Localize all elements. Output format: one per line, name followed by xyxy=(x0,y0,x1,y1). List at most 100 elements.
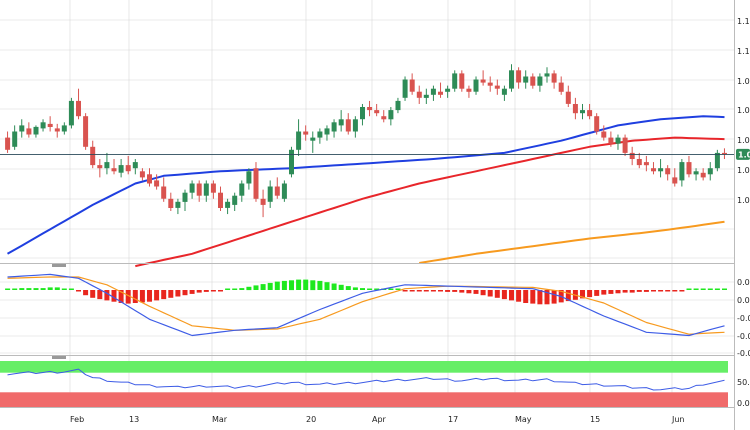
candle-body xyxy=(388,110,394,120)
candle xyxy=(473,76,479,95)
macd-hist-bar xyxy=(147,290,152,302)
macd-hist-bar xyxy=(19,288,25,290)
candle xyxy=(118,159,124,178)
candle-body xyxy=(643,162,649,166)
candle-body xyxy=(430,88,436,95)
macd-hist-bar xyxy=(537,290,543,305)
candle xyxy=(132,159,138,175)
price-tick-label: 1.1 xyxy=(737,17,750,26)
candle-body xyxy=(246,171,252,184)
candle-body xyxy=(83,116,89,147)
macd-hist-bar xyxy=(239,288,245,290)
candle-body xyxy=(324,128,330,135)
candle-body xyxy=(452,73,458,89)
candle-body xyxy=(19,125,25,132)
candle-body xyxy=(722,152,727,155)
candle xyxy=(714,149,720,172)
candle xyxy=(651,162,656,175)
candle-body xyxy=(501,88,507,95)
candle xyxy=(643,155,649,172)
candle xyxy=(139,168,145,181)
candle xyxy=(438,82,443,98)
macd-hist-bar xyxy=(161,290,167,300)
candle xyxy=(480,70,486,86)
candle xyxy=(154,174,160,190)
macd-hist-bar xyxy=(374,288,380,290)
candle-body xyxy=(516,70,522,83)
price-grid xyxy=(0,0,734,407)
macd-hist-bar xyxy=(530,290,536,304)
candle-body xyxy=(679,162,685,181)
candle xyxy=(225,198,231,215)
candle xyxy=(303,125,309,141)
macd-hist-bar xyxy=(665,290,671,292)
candle-body xyxy=(76,100,81,117)
macd-hist-bar xyxy=(700,288,706,290)
candle xyxy=(580,103,585,120)
macd-hist-bar xyxy=(203,290,209,292)
candle-body xyxy=(473,79,479,92)
candle xyxy=(509,64,514,92)
x-tick-label: May xyxy=(515,415,532,424)
candle xyxy=(19,119,25,138)
candle-body xyxy=(700,172,706,178)
macd-hist-bar xyxy=(551,290,557,304)
candle xyxy=(352,116,358,138)
macd-hist-bar xyxy=(68,288,74,290)
rsi-overbought-zone xyxy=(0,361,728,373)
candle-body xyxy=(5,137,11,150)
candle xyxy=(665,165,671,181)
macd-line xyxy=(7,273,725,337)
macd-hist-bar xyxy=(672,290,678,292)
macd-hist-bar xyxy=(196,290,202,293)
candle-body xyxy=(54,128,60,132)
candle-body xyxy=(139,171,145,178)
sma-long-line xyxy=(419,220,725,264)
macd-hist-bar xyxy=(565,290,571,302)
candle-body xyxy=(189,183,195,193)
candle xyxy=(338,110,344,132)
candle-body xyxy=(693,171,699,175)
candle xyxy=(416,85,422,104)
macd-hist-bar xyxy=(480,290,486,296)
macd-hist-bar xyxy=(317,280,323,290)
macd-hist-bar xyxy=(168,290,174,298)
candle-body xyxy=(665,168,671,175)
macd-hist-bar xyxy=(587,290,593,298)
macd-hist-bar xyxy=(97,290,103,300)
macd-resize-handle[interactable] xyxy=(52,264,66,267)
macd-hist-bar xyxy=(104,290,110,301)
price-tick-label: 1.0 xyxy=(737,77,750,86)
macd-hist-bar xyxy=(636,290,642,292)
candle xyxy=(551,70,557,89)
macd-hist-bar xyxy=(289,280,294,291)
macd-hist-bar xyxy=(651,290,656,292)
candle xyxy=(26,122,32,138)
candle xyxy=(686,155,692,178)
macd-hist-bar xyxy=(76,290,81,292)
candle xyxy=(33,125,39,138)
rsi-resize-handle[interactable] xyxy=(52,356,66,359)
candle xyxy=(523,70,529,89)
candle xyxy=(12,125,18,150)
macd-hist-bar xyxy=(154,290,160,301)
candle xyxy=(61,122,67,135)
candle-body xyxy=(686,162,692,175)
macd-hist-bar xyxy=(210,290,216,292)
candle xyxy=(104,152,110,175)
candle-body xyxy=(225,201,231,208)
x-tick-label: 17 xyxy=(448,415,458,424)
candle xyxy=(622,134,628,156)
candle xyxy=(658,159,664,178)
candle xyxy=(182,189,188,212)
candle xyxy=(289,146,294,178)
candle-body xyxy=(175,201,181,208)
candle-body xyxy=(296,131,302,150)
sma-short-line xyxy=(6,115,725,255)
macd-hist-bar xyxy=(629,290,635,293)
candle xyxy=(672,168,678,187)
macd-hist-bar xyxy=(658,290,664,292)
candle-body xyxy=(317,131,323,138)
candle-body xyxy=(182,192,188,202)
candle-body xyxy=(147,174,152,184)
